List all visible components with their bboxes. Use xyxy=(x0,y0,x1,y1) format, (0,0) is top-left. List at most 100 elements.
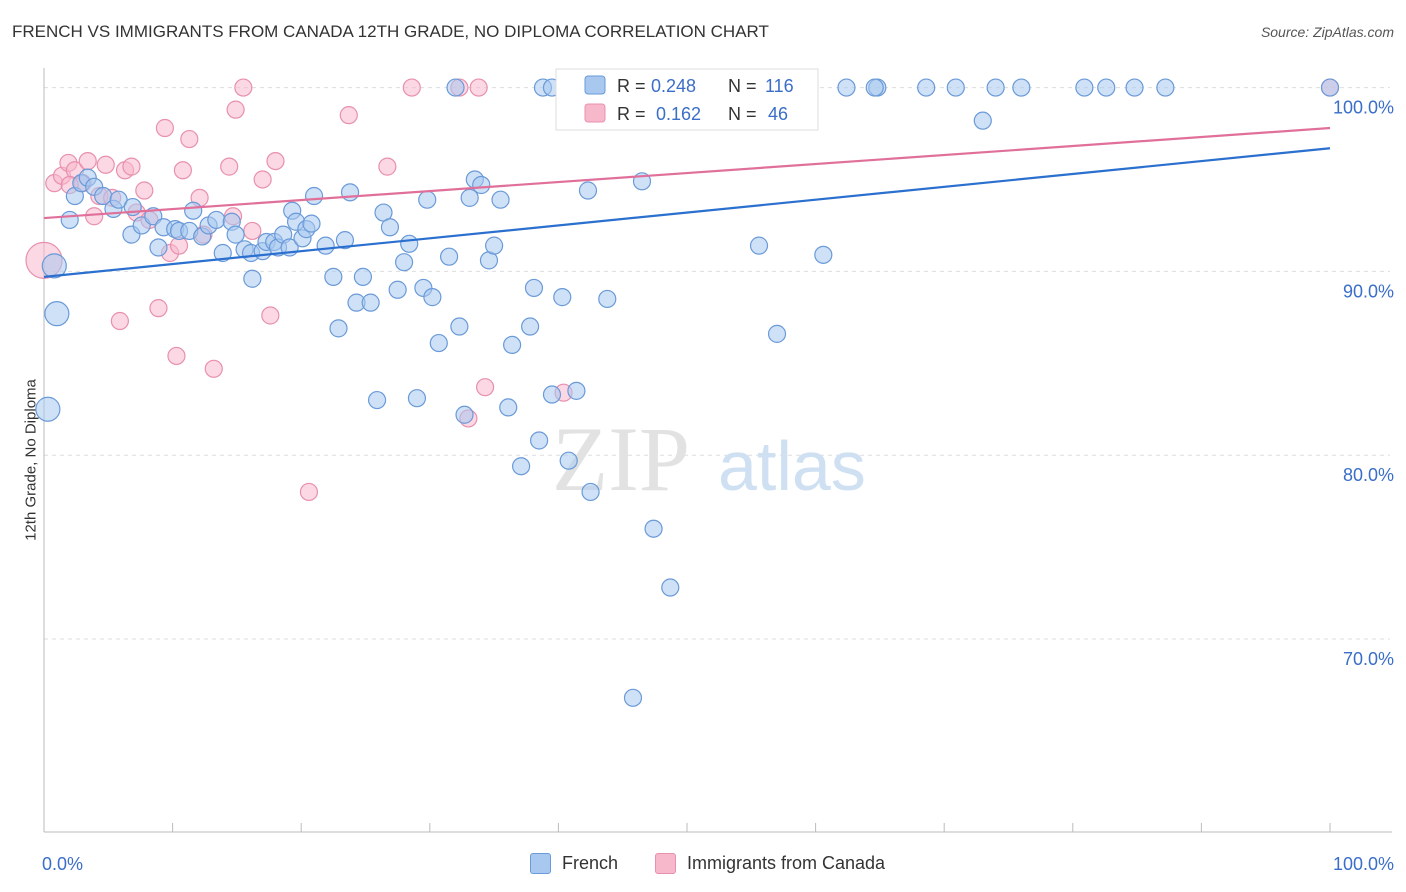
french-point-77 xyxy=(553,288,572,307)
trend-lines xyxy=(43,126,1331,278)
french-point-107 xyxy=(1012,78,1031,97)
y-tick-labels: 100.0% 90.0% 80.0% 70.0% xyxy=(1333,98,1394,669)
french-point-108 xyxy=(1075,78,1094,97)
french-point-20 xyxy=(184,201,203,220)
legend-french-n-label: N = xyxy=(728,76,757,96)
french-point-62 xyxy=(450,317,469,336)
canada-point-9 xyxy=(96,155,115,174)
legend-canada-marker xyxy=(655,853,676,874)
canada-point-33 xyxy=(299,482,319,502)
canada-point-36 xyxy=(402,78,421,97)
french-point-58 xyxy=(418,190,437,209)
french-point-86 xyxy=(661,578,680,597)
legend-french-marker xyxy=(530,853,551,874)
canada-point-39 xyxy=(469,78,488,97)
canada-point-35 xyxy=(378,157,397,176)
french-point-55 xyxy=(400,234,419,253)
french-point-113 xyxy=(973,111,992,130)
french-point-114 xyxy=(446,78,465,97)
french-point-105 xyxy=(946,78,965,97)
y-tick-label-1: 90.0% xyxy=(1343,281,1394,301)
series-legend: French Immigrants from Canada xyxy=(0,851,1406,879)
french-point-52 xyxy=(380,218,400,237)
canada-point-30 xyxy=(253,170,272,189)
french-point-68 xyxy=(485,236,504,255)
french-point-1 xyxy=(41,253,67,279)
axes xyxy=(43,68,1392,833)
french-point-23 xyxy=(207,210,226,230)
french-point-75 xyxy=(530,431,549,450)
canada-point-18 xyxy=(155,118,174,138)
french-point-49 xyxy=(361,293,380,312)
canada-point-26 xyxy=(220,157,239,176)
canada-point-40 xyxy=(475,378,495,397)
french-point-46 xyxy=(340,183,360,202)
legend-canada-swatch xyxy=(584,103,606,123)
stats-legend: R = 0.248 N = 116 R = 0.162 N = 46 xyxy=(555,68,819,131)
french-point-89 xyxy=(814,245,833,264)
x-tick-label-1: 100.0% xyxy=(1333,854,1394,874)
canada-point-34 xyxy=(339,106,358,125)
french-point-0 xyxy=(35,396,61,422)
y-tick-label-0: 100.0% xyxy=(1333,98,1394,118)
french-point-78 xyxy=(559,451,578,470)
y-tick-label-3: 70.0% xyxy=(1343,649,1394,669)
legend-item-canada[interactable]: Immigrants from Canada xyxy=(655,853,885,874)
french-point-60 xyxy=(429,333,448,353)
french-point-73 xyxy=(521,317,540,336)
canada-point-11 xyxy=(110,311,129,331)
french-point-10 xyxy=(109,190,128,209)
canada-point-31 xyxy=(261,306,280,325)
french-point-115 xyxy=(865,78,884,97)
french-point-53 xyxy=(388,280,407,299)
french-point-71 xyxy=(503,335,522,355)
canada-point-25 xyxy=(204,359,223,378)
french-point-61 xyxy=(439,247,459,266)
legend-canada-n-value: 46 xyxy=(768,104,788,124)
french-point-76 xyxy=(542,385,562,404)
legend-canada-label: Immigrants from Canada xyxy=(687,853,886,873)
canada-point-15 xyxy=(135,181,154,200)
canada-point-21 xyxy=(173,161,192,180)
french-point-3 xyxy=(60,210,79,230)
french-point-83 xyxy=(623,688,643,707)
canada-point-32 xyxy=(266,151,285,171)
legend-item-french[interactable]: French xyxy=(530,853,618,874)
french-point-43 xyxy=(324,267,343,286)
legend-canada-r-value: 0.162 xyxy=(656,104,701,124)
canada-point-13 xyxy=(122,157,141,176)
french-point-45 xyxy=(335,231,355,250)
x-tick-labels: 0.0% 100.0% xyxy=(42,854,1394,874)
french-point-24 xyxy=(213,243,232,263)
french-point-26 xyxy=(226,225,245,244)
canada-point-28 xyxy=(234,78,253,97)
french-point-29 xyxy=(243,269,262,288)
french-point-110 xyxy=(1125,78,1144,97)
y-tick-label-2: 80.0% xyxy=(1343,465,1394,485)
legend-french-n-value: 116 xyxy=(765,76,794,96)
french-point-59 xyxy=(423,288,442,307)
french-point-79 xyxy=(567,381,586,400)
french-trend-line xyxy=(43,147,1331,278)
legend-canada-n-label: N = xyxy=(728,104,757,124)
french-point-15 xyxy=(149,238,168,257)
canada-point-27 xyxy=(226,100,245,119)
french-point-66 xyxy=(472,175,491,195)
canada-point-29 xyxy=(243,221,262,241)
french-point-42 xyxy=(316,236,335,255)
french-point-40 xyxy=(302,214,321,233)
french-point-69 xyxy=(491,190,510,209)
french-point-56 xyxy=(407,389,427,408)
french-point-50 xyxy=(367,390,387,410)
legend-french-swatch xyxy=(584,75,606,95)
french-point-102 xyxy=(837,78,856,97)
x-tick-label-0: 0.0% xyxy=(42,854,83,874)
french-point-48 xyxy=(353,267,373,286)
legend-canada-r-label: R = xyxy=(617,104,646,124)
french-point-63 xyxy=(455,405,474,424)
chart-title: FRENCH VS IMMIGRANTS FROM CANADA 12TH GR… xyxy=(12,22,769,41)
french-point-54 xyxy=(394,253,414,272)
french-point-109 xyxy=(1097,78,1116,97)
canada-point-6 xyxy=(78,151,97,171)
